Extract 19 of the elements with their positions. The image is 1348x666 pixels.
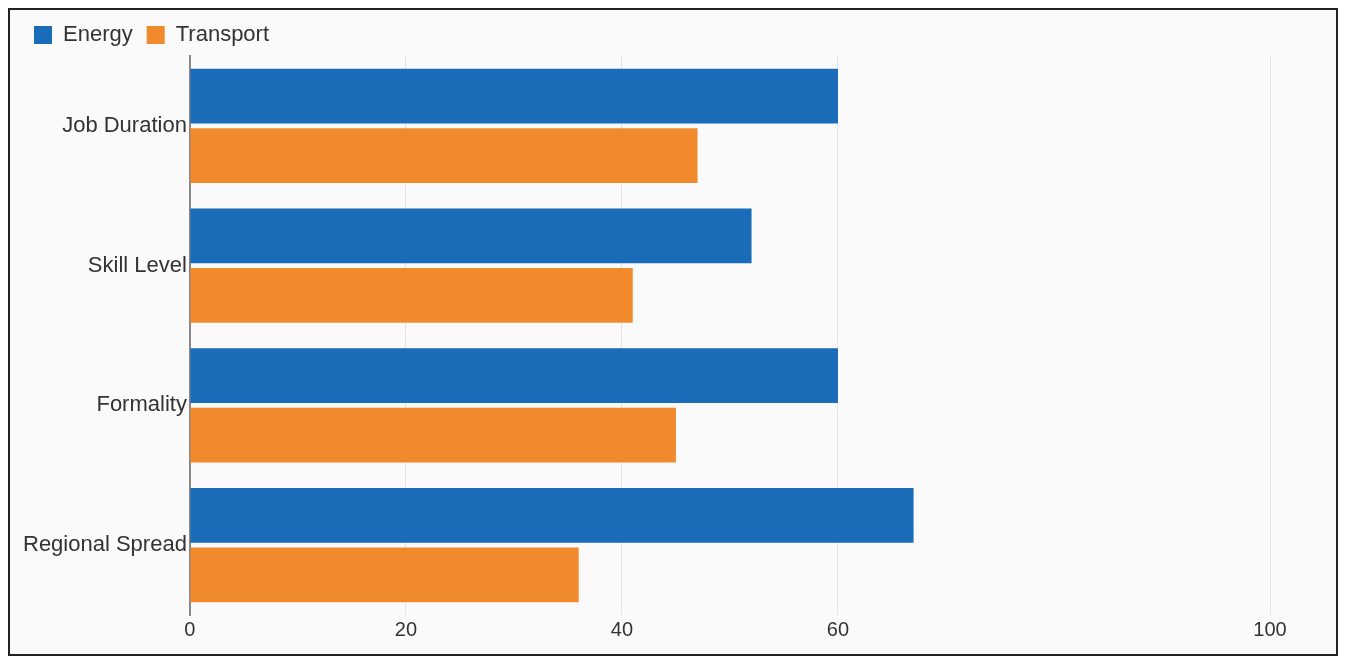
bar bbox=[190, 208, 752, 264]
x-tick-label: 100 bbox=[1253, 617, 1287, 640]
y-tick-label: Regional Spread bbox=[22, 531, 187, 557]
bar bbox=[190, 68, 838, 124]
y-tick-label: Skill Level bbox=[87, 251, 187, 277]
legend-label: Transport bbox=[175, 21, 270, 47]
x-tick-label: 60 bbox=[826, 617, 850, 640]
x-tick-label: 20 bbox=[394, 617, 418, 640]
bar bbox=[190, 128, 698, 183]
bar bbox=[190, 348, 838, 403]
legend-label: Energy bbox=[63, 21, 133, 47]
y-tick-label: Formality bbox=[96, 391, 187, 417]
bar bbox=[190, 268, 633, 323]
x-tick-label: 40 bbox=[610, 617, 634, 640]
x-tick-label: 0 bbox=[184, 617, 196, 640]
bar bbox=[190, 407, 676, 463]
y-tick-label: Job Duration bbox=[62, 111, 187, 137]
bar bbox=[190, 488, 914, 543]
bar bbox=[190, 547, 579, 603]
